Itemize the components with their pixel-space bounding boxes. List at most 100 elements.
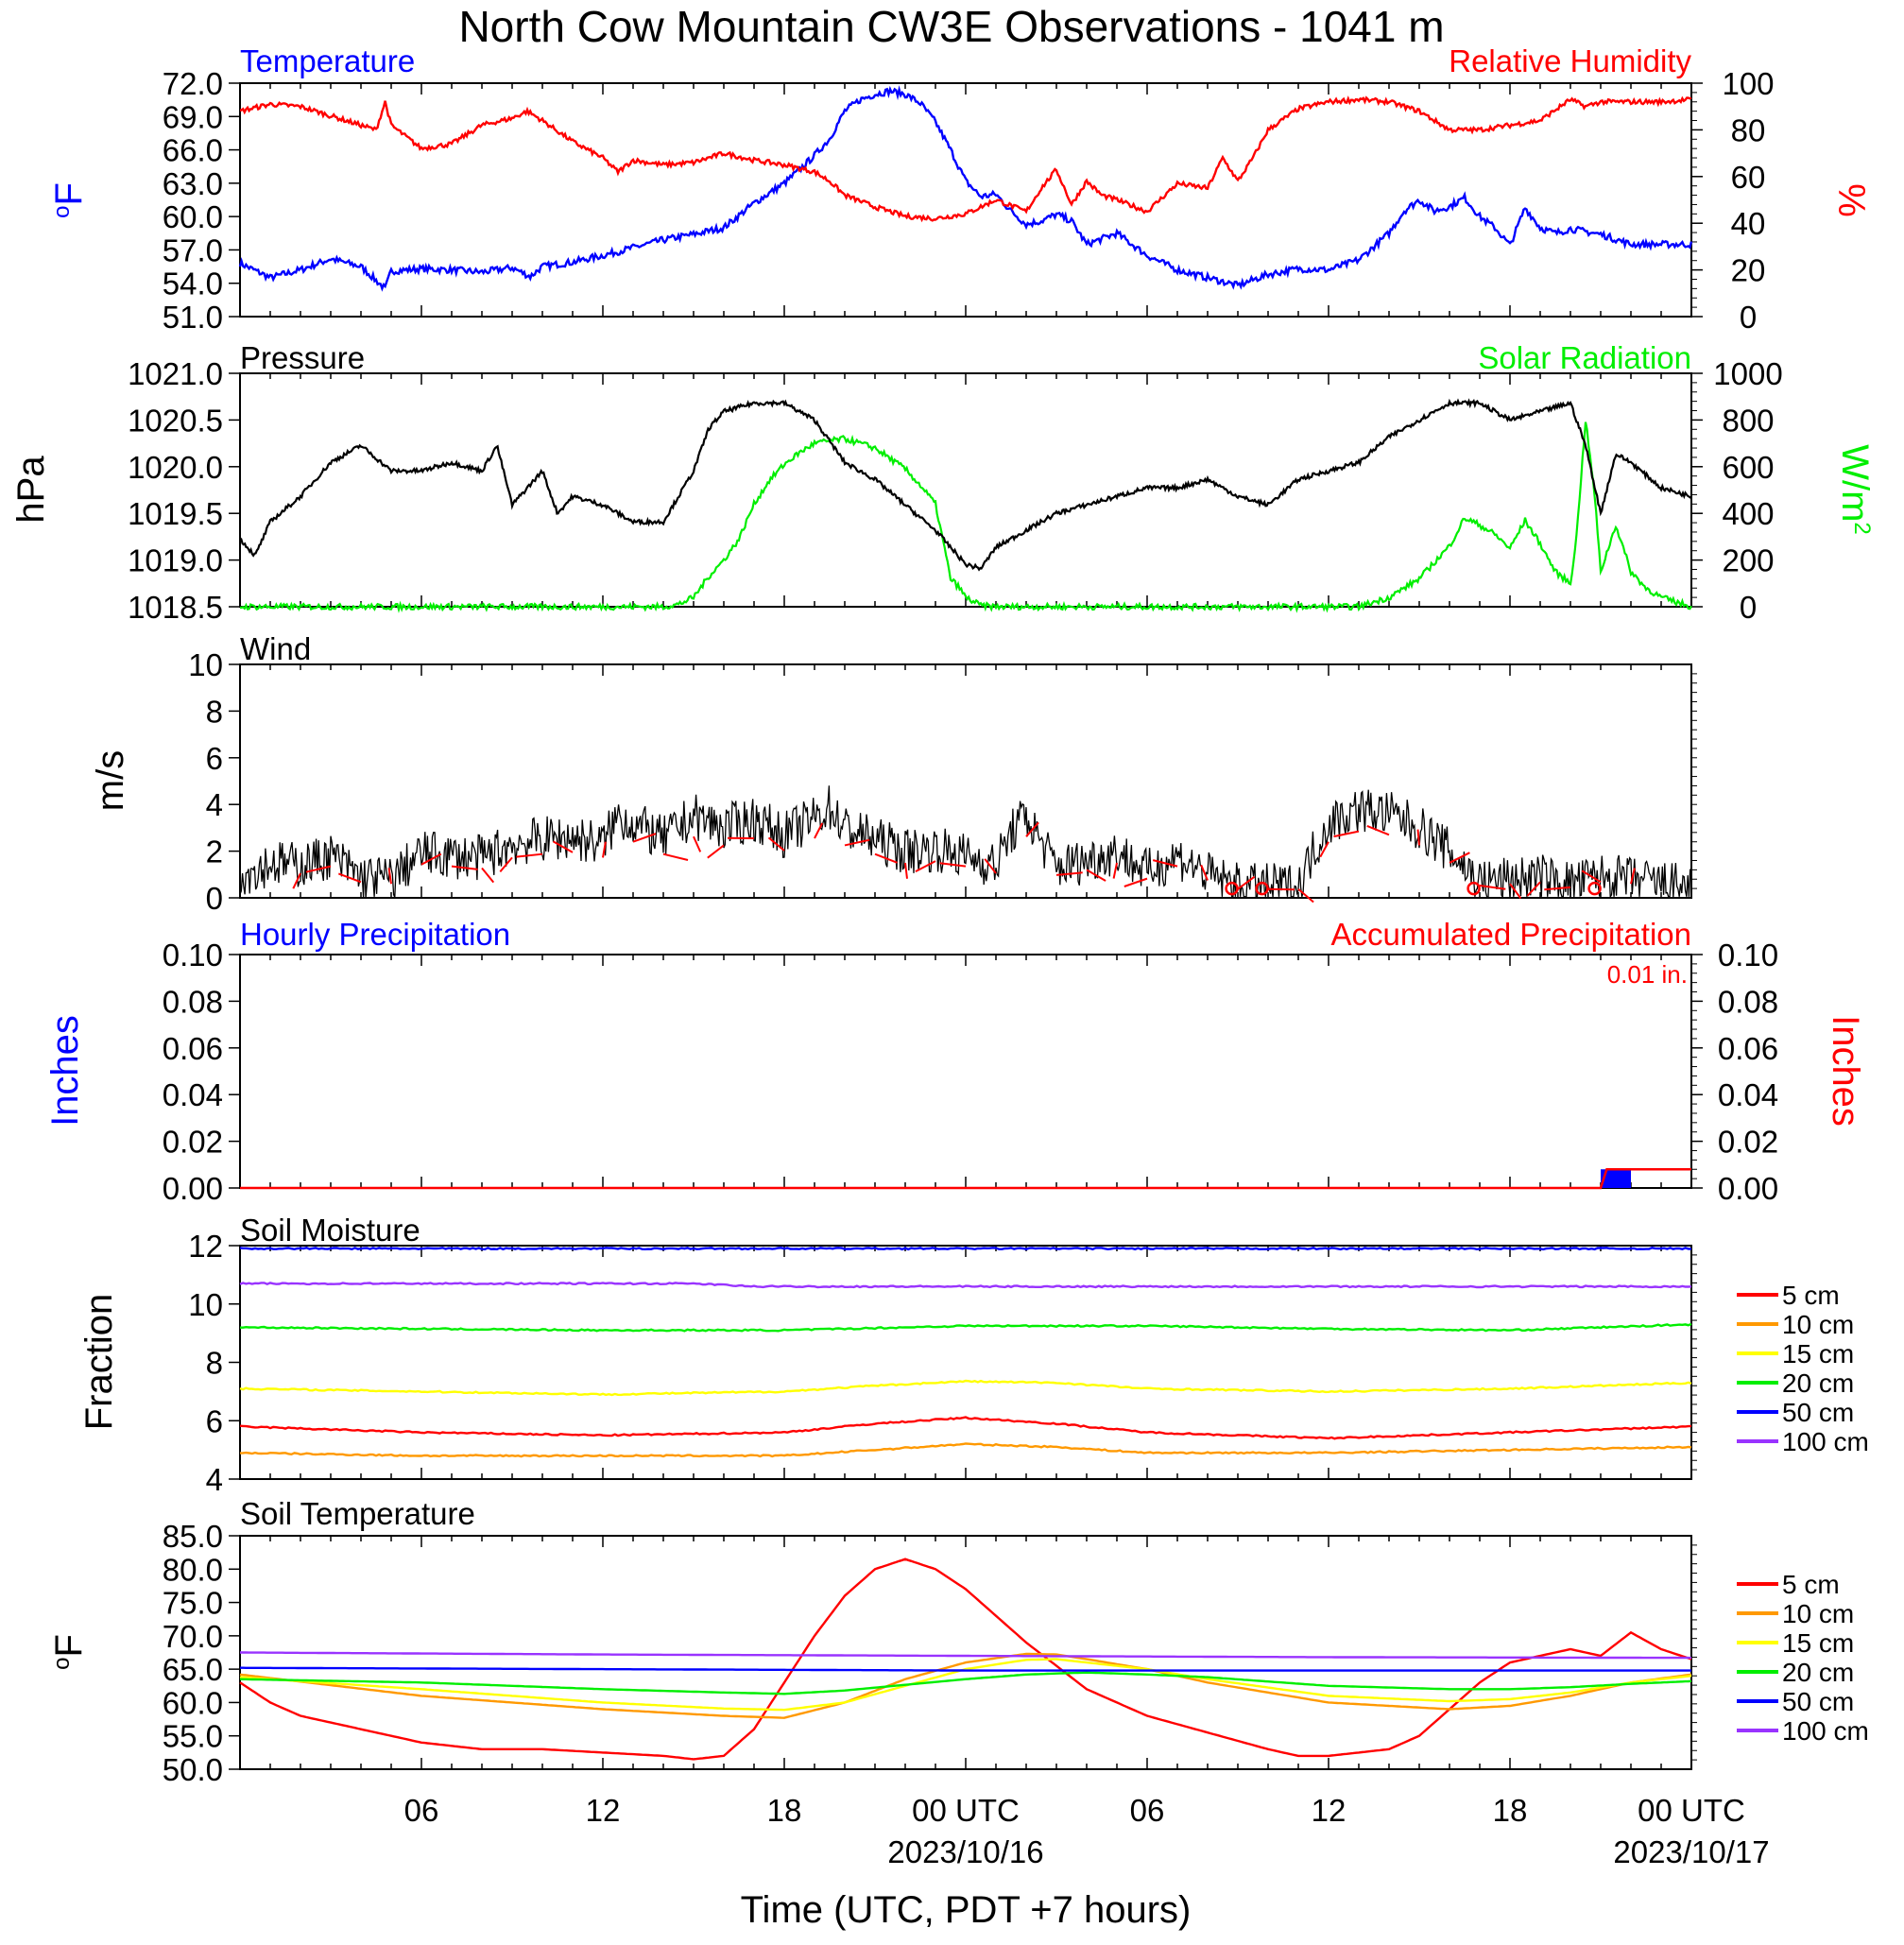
y-tick-label: 0.08 <box>1718 984 1778 1019</box>
y-tick-label: 55.0 <box>163 1719 223 1754</box>
y-tick-label: 600 <box>1722 450 1774 485</box>
y-tick-label: 66.0 <box>163 133 223 168</box>
panel-series-wind <box>240 785 1691 902</box>
y-tick-label: 12 <box>188 1229 223 1264</box>
y-tick-label: 0.02 <box>1718 1125 1778 1160</box>
x-tick-label: 06 <box>1130 1793 1165 1828</box>
y-tick-label: 200 <box>1722 543 1774 578</box>
y-tick-label: 4 <box>206 1462 223 1497</box>
y-tick-label: 1020.5 <box>128 403 223 438</box>
ylabel-soil-moisture: Fraction <box>78 1294 120 1431</box>
panel-frame-temp-rh <box>240 83 1691 317</box>
legend-label: 10 cm <box>1782 1599 1854 1628</box>
y-tick-label: 0 <box>1740 300 1757 335</box>
y-tick-label: 1021.0 <box>128 356 223 391</box>
panel-frame-soil-temperature <box>240 1536 1691 1769</box>
y-tick-label: 63.0 <box>163 166 223 201</box>
ylabel-pressure: hPa <box>10 456 52 524</box>
series-100-cm <box>240 1653 1691 1659</box>
wind-barb <box>663 854 688 860</box>
y-tick-label: 65.0 <box>163 1652 223 1687</box>
legend-label: 20 cm <box>1782 1368 1854 1398</box>
x-tick-label: 18 <box>767 1793 802 1828</box>
y-tick-label: 40 <box>1731 206 1766 241</box>
panel-ticks-temp-rh: 72.069.066.063.060.057.054.051.010080604… <box>163 66 1775 335</box>
panel-series-soil-temperature <box>240 1559 1691 1760</box>
wind-barb <box>1087 869 1106 881</box>
y-tick-label: 4 <box>206 787 223 822</box>
series-solar-radiation <box>240 422 1691 610</box>
y-tick-label: 8 <box>206 1346 223 1381</box>
panel-series-temp-rh <box>240 89 1691 288</box>
panel-series-pressure-solar <box>240 401 1691 610</box>
wind-barb <box>516 854 542 857</box>
legend-label: 100 cm <box>1782 1716 1869 1746</box>
precip-total-label: 0.01 in. <box>1607 960 1688 989</box>
wind-barb <box>815 823 822 838</box>
y-tick-label: 20 <box>1731 253 1766 288</box>
y-tick-label: 800 <box>1722 403 1774 438</box>
x-axis-title: Time (UTC, PDT +7 hours) <box>741 1889 1192 1931</box>
legend-label: 15 cm <box>1782 1339 1854 1368</box>
panel-title-hourly-precipitation: Hourly Precipitation <box>240 917 510 952</box>
y-tick-label: 80.0 <box>163 1552 223 1587</box>
wind-barb <box>1298 889 1313 903</box>
y-tick-label: 60.0 <box>163 199 223 234</box>
y-tick-label: 0.04 <box>1718 1077 1778 1112</box>
panel-frame-pressure-solar <box>240 373 1691 607</box>
x-date-label: 2023/10/16 <box>887 1834 1043 1869</box>
series-relative-humidity <box>240 98 1691 221</box>
y-tick-label: 2 <box>206 835 223 869</box>
series-10-cm <box>240 1444 1691 1457</box>
y-tick-label: 54.0 <box>163 267 223 301</box>
legend-label: 50 cm <box>1782 1398 1854 1427</box>
series-15-cm <box>240 1381 1691 1395</box>
ylabel-relative-humidity: % <box>1830 183 1872 217</box>
y-tick-label: 0.04 <box>163 1077 223 1112</box>
panel-soil-temperature: Soil Temperature oF 85.080.075.070.065.0… <box>48 1496 1869 1787</box>
series-temperature <box>240 89 1691 288</box>
series-10-cm <box>240 1654 1691 1718</box>
y-tick-label: 0.06 <box>163 1031 223 1066</box>
panel-pressure-solar: Pressure Solar Radiation hPa W/m2 1021.0… <box>10 340 1876 625</box>
series-100-cm <box>240 1282 1691 1287</box>
panel-title-temperature: Temperature <box>240 43 415 78</box>
y-tick-label: 1000 <box>1713 356 1782 391</box>
wind-barb <box>1334 832 1360 836</box>
wind-barb <box>1367 826 1389 835</box>
panel-title-solar-radiation: Solar Radiation <box>1478 340 1691 375</box>
x-tick-label: 12 <box>586 1793 621 1828</box>
wind-barb <box>1124 879 1147 886</box>
legend-label: 20 cm <box>1782 1658 1854 1687</box>
wind-barb <box>633 834 656 842</box>
panel-series-soil-moisture <box>240 1248 1691 1456</box>
y-tick-label: 50.0 <box>163 1752 223 1787</box>
panel-title-soil-moisture: Soil Moisture <box>240 1213 420 1248</box>
x-date-label: 2023/10/17 <box>1613 1834 1769 1869</box>
series-5-cm <box>240 1418 1691 1439</box>
ylabel-accumulated-precipitation: Inches <box>1825 1015 1866 1127</box>
y-tick-label: 57.0 <box>163 232 223 267</box>
y-tick-label: 51.0 <box>163 300 223 335</box>
y-tick-label: 0.00 <box>163 1171 223 1206</box>
y-tick-label: 100 <box>1722 66 1774 101</box>
y-tick-label: 400 <box>1722 496 1774 531</box>
wind-barb <box>482 869 493 883</box>
y-tick-label: 0.06 <box>1718 1031 1778 1066</box>
wind-barb <box>708 845 724 857</box>
panel-title-accumulated-precipitation: Accumulated Precipitation <box>1330 917 1691 952</box>
legend-label: 50 cm <box>1782 1687 1854 1716</box>
panel-title-relative-humidity: Relative Humidity <box>1449 43 1691 78</box>
wind-barb <box>905 863 907 879</box>
y-tick-label: 0 <box>206 881 223 916</box>
panel-title-wind: Wind <box>240 631 311 666</box>
y-tick-label: 1019.5 <box>128 496 223 531</box>
y-tick-label: 8 <box>206 694 223 729</box>
y-tick-label: 0 <box>1740 590 1757 625</box>
legend-label: 100 cm <box>1782 1427 1869 1456</box>
